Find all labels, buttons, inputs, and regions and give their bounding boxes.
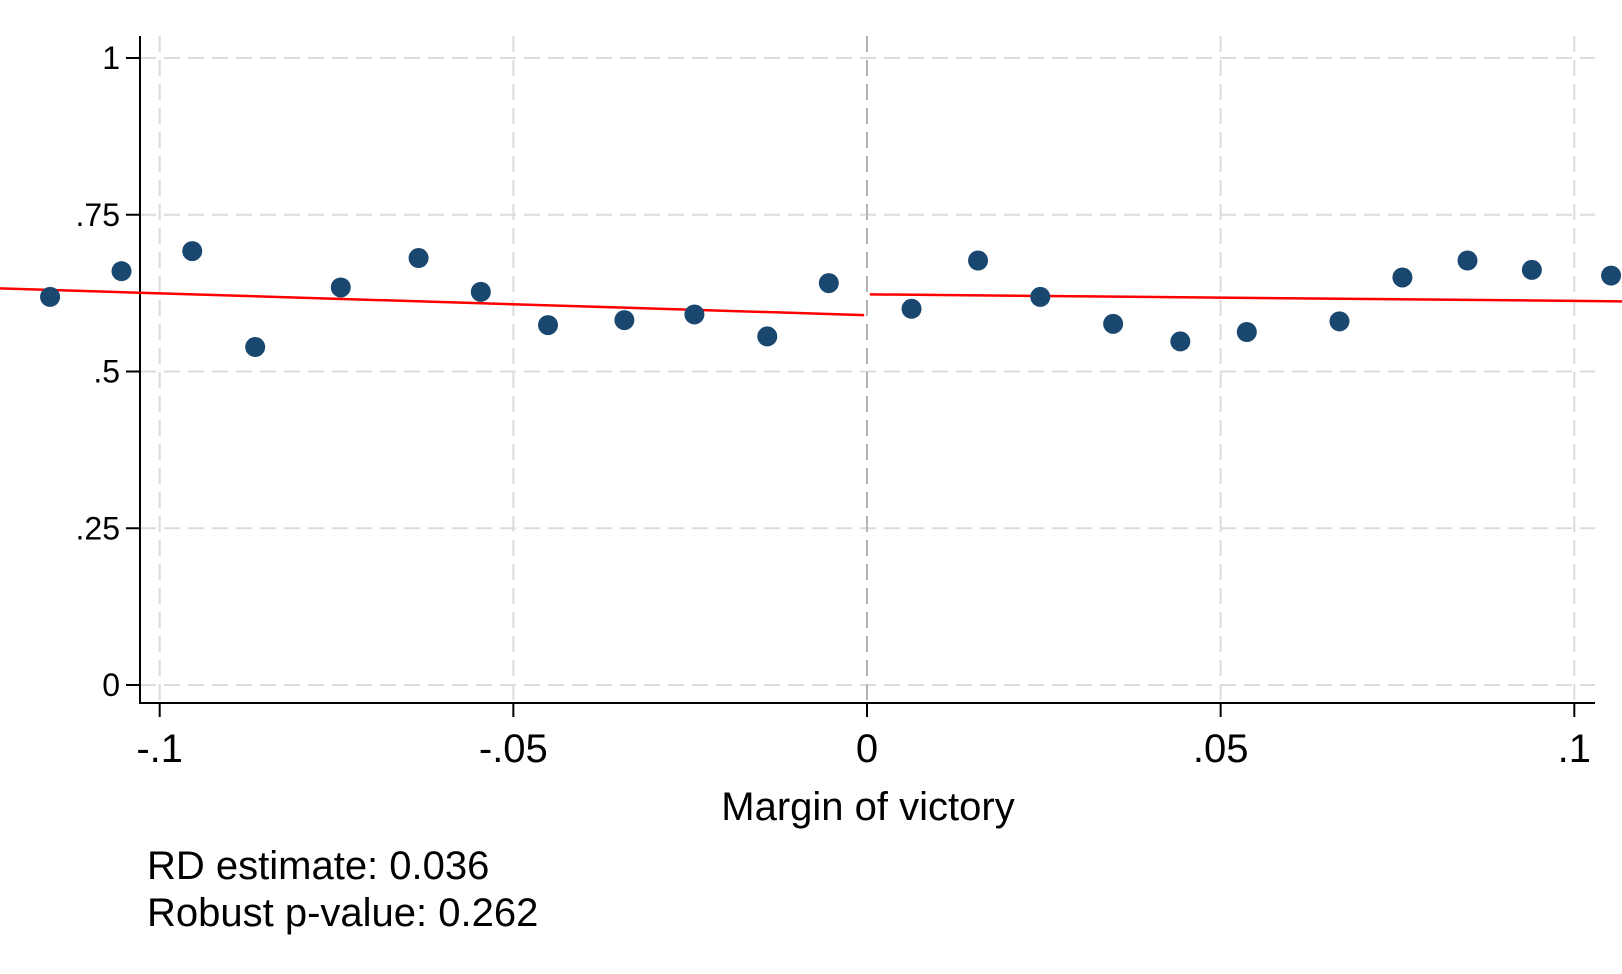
data-point — [1103, 313, 1124, 334]
robust-p-value-note: Robust p-value: 0.262 — [147, 891, 539, 935]
fit-lines — [0, 287, 1622, 317]
data-point — [1457, 250, 1478, 271]
data-point — [538, 315, 559, 336]
data-point — [1170, 331, 1191, 352]
x-tick-label: 0 — [856, 727, 878, 771]
data-point — [1601, 265, 1622, 286]
data-point — [901, 298, 922, 319]
reference-lines — [866, 36, 868, 703]
data-point — [757, 326, 778, 347]
data-point — [1030, 286, 1051, 307]
data-points — [40, 241, 1622, 358]
rd-estimate-note: RD estimate: 0.036 — [147, 844, 490, 888]
data-point — [684, 304, 705, 325]
x-ticks: -.15-.1-.050.05.1.15 — [136, 703, 1591, 771]
data-point — [111, 261, 132, 282]
y-ticks: 0 .25 .5 .75 1 — [76, 40, 140, 703]
data-point — [330, 277, 351, 298]
data-point — [1392, 267, 1413, 288]
data-point — [470, 281, 491, 302]
x-tick-label: .05 — [1193, 727, 1249, 771]
grid-layer — [140, 36, 1595, 703]
data-point — [245, 337, 266, 358]
data-point — [1236, 321, 1257, 342]
data-point — [408, 248, 429, 269]
data-point — [1521, 259, 1542, 280]
y-tick-label: 0 — [102, 667, 120, 703]
data-point — [40, 286, 61, 307]
y-tick-label: 1 — [102, 40, 120, 76]
x-tick-label: -.1 — [136, 727, 183, 771]
data-point — [614, 310, 635, 331]
fit-line — [0, 287, 865, 317]
y-tick-label: .75 — [76, 197, 120, 233]
y-tick-label: .5 — [93, 354, 120, 390]
data-point — [818, 273, 839, 294]
fit-line — [869, 293, 1622, 303]
data-point — [182, 241, 203, 262]
y-tick-label: .25 — [76, 510, 120, 546]
data-point — [1329, 311, 1350, 332]
data-point — [968, 250, 989, 271]
x-axis-title: Margin of victory — [721, 785, 1014, 829]
x-tick-label: -.05 — [479, 727, 548, 771]
x-tick-label: .1 — [1558, 727, 1591, 771]
